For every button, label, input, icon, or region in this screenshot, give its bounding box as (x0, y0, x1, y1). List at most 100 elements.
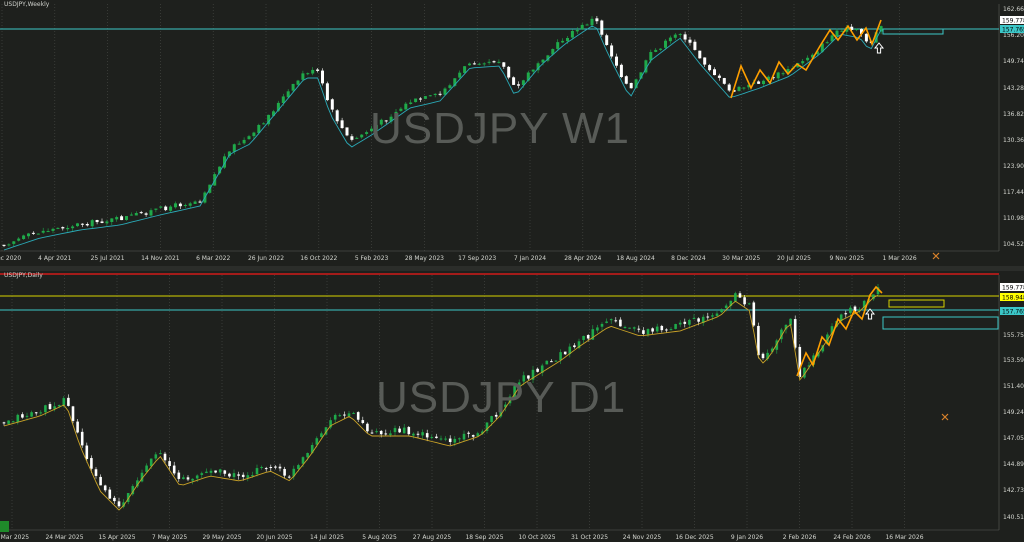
candle-body (458, 72, 462, 78)
candle-body (490, 416, 493, 423)
y-axis-label: 151.400 (1003, 383, 1024, 390)
y-axis-label: 123.900 (1003, 163, 1024, 170)
candle-body (637, 328, 641, 330)
candle-body (448, 438, 452, 442)
candle-body (770, 348, 774, 352)
candle-body (398, 428, 401, 433)
candle-body (246, 475, 250, 478)
weekly-chart-canvas[interactable]: 13 Dec 2020 4 Apr 2021 25 Jul 2021 14 Nov 2… (0, 0, 1024, 266)
candle-body (858, 309, 861, 312)
candle-body (561, 40, 565, 43)
cross-marker-icon (932, 252, 940, 260)
candle-body (786, 68, 790, 74)
pane-divider[interactable] (0, 266, 1024, 271)
candle-body (649, 52, 653, 61)
candle-body (31, 232, 35, 234)
price-tag (1000, 293, 1024, 301)
candle-body (333, 414, 337, 420)
candle-body (644, 60, 648, 73)
candle-body (122, 502, 125, 507)
candle-body (361, 420, 365, 424)
candle-body (356, 412, 360, 420)
candle-body (678, 322, 682, 325)
candle-body (876, 287, 880, 295)
candle-body (715, 313, 719, 316)
candle-body (39, 412, 43, 414)
candle-body (556, 42, 560, 49)
y-axis-label: 149.240 (1003, 409, 1024, 416)
candle-body (168, 461, 171, 467)
x-axis-label: 5 Feb 2023 (355, 255, 389, 262)
x-axis-label: 18 Sep 2025 (465, 534, 503, 541)
candle-body (195, 475, 199, 479)
x-axis-label: 6 Mar 2022 (196, 255, 230, 262)
candle-body (255, 468, 259, 475)
candle-body (512, 77, 516, 85)
x-axis-label: 25 Jul 2021 (91, 255, 125, 262)
candle-body (693, 41, 697, 50)
candle-body (48, 404, 52, 410)
candle-body (674, 324, 677, 329)
candle-body (218, 166, 222, 174)
candle-body (394, 111, 398, 118)
candle-body (517, 84, 520, 86)
candle-body (27, 233, 30, 237)
candle-body (717, 75, 721, 78)
candle-body (329, 420, 332, 428)
weekly-chart-title: USDJPY,Weekly (4, 1, 50, 8)
candle-body (301, 73, 305, 80)
y-axis-label: 117.440 (1003, 189, 1024, 196)
candle-body (502, 62, 506, 67)
candle-body (90, 458, 93, 469)
candle-body (614, 320, 618, 322)
candle-body (62, 398, 66, 406)
weekly-chart-pane[interactable]: 13 Dec 2020 4 Apr 2021 25 Jul 2021 14 Nov 2… (0, 0, 1024, 266)
candle-body (370, 432, 374, 434)
candle-body (360, 134, 364, 138)
candle-body (623, 326, 627, 328)
candle-body (590, 18, 594, 26)
candle-body (855, 29, 859, 31)
candle-body (278, 466, 282, 469)
candle-body (860, 28, 863, 34)
candle-body (517, 382, 521, 388)
candle-body (504, 404, 507, 408)
candle-body (570, 30, 574, 38)
target-zone-box-yellow (888, 299, 945, 308)
candle-body (701, 316, 705, 324)
candle-body (665, 329, 668, 331)
price-tag-label: 159.778 (1002, 18, 1024, 25)
x-axis-label: 31 Oct 2025 (571, 534, 608, 541)
candle-body (591, 329, 595, 340)
candle-body (384, 433, 388, 435)
y-axis-label: 155.750 (1003, 332, 1024, 339)
candle-body (144, 213, 148, 215)
candle-body (108, 489, 112, 499)
candle-body (423, 96, 427, 99)
x-axis-label: 7 Jan 2024 (514, 255, 546, 262)
candle-body (120, 216, 124, 221)
candle-body (757, 325, 760, 356)
daily-chart-pane[interactable]: 4 Mar 2025 24 Mar 2025 15 Apr 2025 7 May 20… (0, 271, 1024, 542)
candle-body (577, 341, 581, 349)
candle-body (174, 203, 177, 208)
candle-body (375, 431, 378, 433)
candle-body (311, 69, 315, 74)
candle-body (477, 63, 481, 65)
candle-body (458, 438, 461, 440)
candle-body (103, 485, 107, 491)
candle-body (472, 63, 476, 65)
candle-body (628, 327, 631, 329)
candle-body (90, 220, 94, 227)
candle-body (188, 203, 192, 206)
candle-body (801, 61, 805, 64)
candle-body (830, 326, 834, 336)
candle-body (531, 69, 535, 72)
candle-body (355, 137, 359, 139)
candle-body (7, 244, 11, 246)
x-axis-label: 14 Nov 2021 (141, 255, 180, 262)
candle-body (374, 125, 378, 130)
candle-body (830, 35, 834, 42)
daily-chart-canvas[interactable]: 4 Mar 2025 24 Mar 2025 15 Apr 2025 7 May 20… (0, 271, 1024, 542)
y-axis-label: 104.520 (1003, 241, 1024, 248)
